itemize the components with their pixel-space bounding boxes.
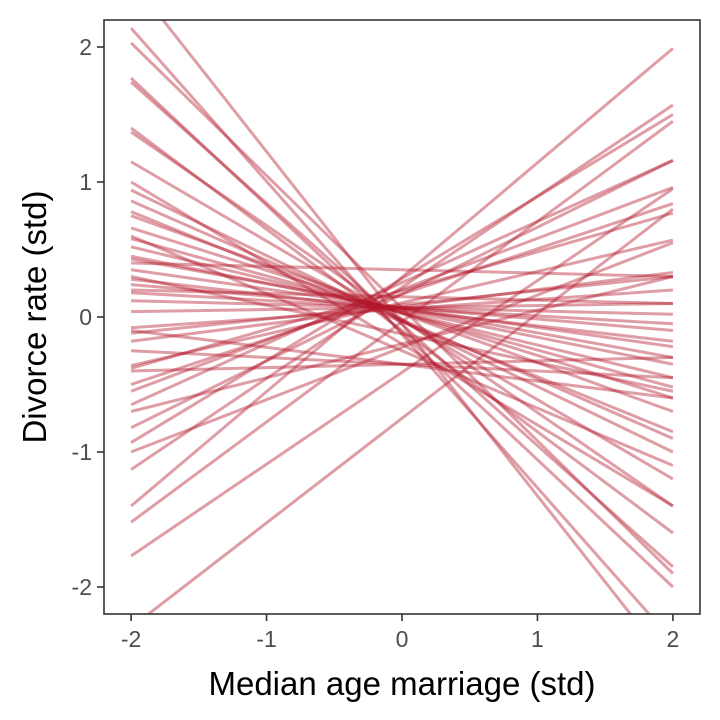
series-line-45 <box>130 234 674 467</box>
series-line-34 <box>130 103 674 471</box>
series-line-9 <box>130 188 674 454</box>
series-line-6 <box>130 126 674 535</box>
series-line-10 <box>130 199 674 440</box>
x-tick-label: 1 <box>531 626 544 652</box>
series-line-30 <box>130 185 674 393</box>
series-line-17 <box>130 257 674 359</box>
series-line-4 <box>130 76 674 589</box>
series-line-25 <box>130 275 674 335</box>
series-line-28 <box>130 211 674 370</box>
series-line-5 <box>130 80 674 568</box>
series-line-12 <box>130 214 674 413</box>
series-line-43 <box>131 356 673 373</box>
series-line-41 <box>131 288 673 305</box>
series-line-8 <box>130 160 674 481</box>
series-line-36 <box>130 120 674 524</box>
series-line-16 <box>130 254 674 366</box>
series-line-33 <box>130 113 674 444</box>
series-line-21 <box>131 291 673 326</box>
x-axis-title: Median age marriage (std) <box>208 665 595 702</box>
series-line-31 <box>130 159 674 407</box>
series-line-3 <box>130 41 674 575</box>
x-tick-label: -2 <box>121 626 141 652</box>
series-line-37 <box>130 187 674 558</box>
series-line-13 <box>130 226 674 400</box>
series-line-26 <box>130 270 674 343</box>
series-line-1 <box>129 27 652 614</box>
series-line-44 <box>130 329 674 400</box>
series-line-39 <box>131 261 673 278</box>
series-line-14 <box>130 237 674 389</box>
series-line-15 <box>130 245 674 380</box>
y-tick-label: -2 <box>72 574 92 600</box>
series-line-22 <box>131 299 673 316</box>
series-line-46 <box>130 180 674 508</box>
series-line-38 <box>146 207 674 614</box>
series-line-48 <box>130 275 674 413</box>
series-line-23 <box>131 302 673 314</box>
y-axis-title: Divorce rate (std) <box>16 190 53 443</box>
x-tick-label: 2 <box>667 626 680 652</box>
y-tick-label: -1 <box>72 439 92 465</box>
series-line-2 <box>161 20 633 614</box>
series-line-29 <box>130 202 674 386</box>
series-line-11 <box>130 210 674 434</box>
series-line-7 <box>130 130 674 508</box>
series-line-42 <box>131 349 673 380</box>
series-line-35 <box>130 47 674 508</box>
series-line-19 <box>130 277 674 343</box>
series-line-32 <box>130 159 674 430</box>
x-tick-label: -1 <box>256 626 276 652</box>
y-tick-label: 0 <box>79 304 92 330</box>
series-line-20 <box>130 283 674 332</box>
y-tick-label: 2 <box>79 34 92 60</box>
series-line-40 <box>130 275 674 393</box>
x-tick-label: 0 <box>396 626 409 652</box>
series-line-18 <box>130 268 674 349</box>
series-line-24 <box>130 288 674 330</box>
series-line-47 <box>130 241 674 454</box>
plot-panel <box>104 20 700 614</box>
series-line-27 <box>130 238 674 368</box>
y-tick-label: 1 <box>79 169 92 195</box>
